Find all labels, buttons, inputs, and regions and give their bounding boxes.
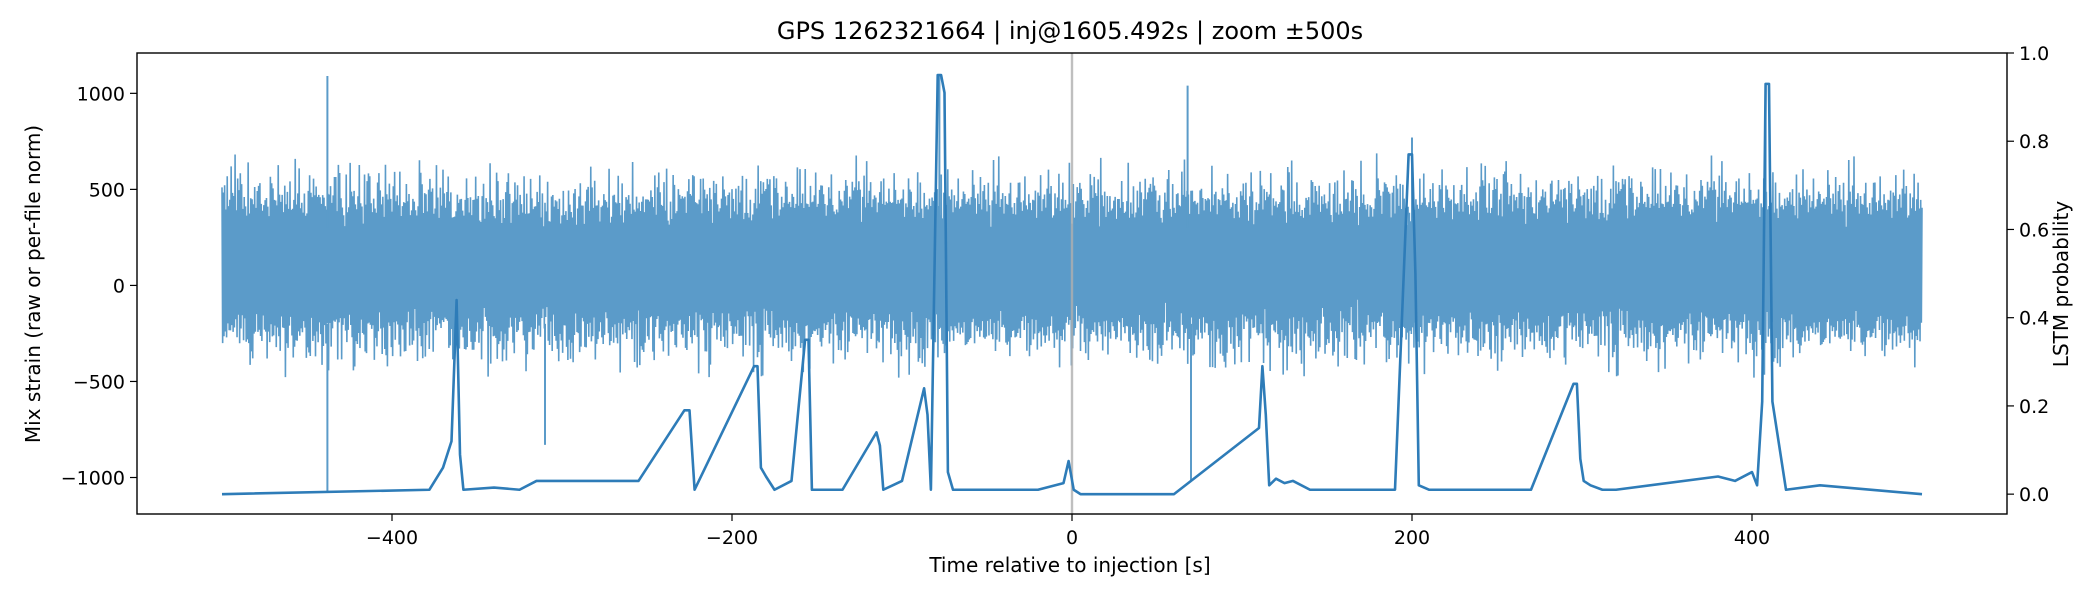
x-axis-ticks: −400 −200 0 200 400 [366,514,1770,549]
chart-title: GPS 1262321664 | inj@1605.492s | zoom ±5… [777,17,1363,45]
y-right-tick-label: 0.0 [2019,484,2049,506]
y-right-tick-label: 1.0 [2019,43,2049,65]
y-left-axis-label: Mix strain (raw or per-file norm) [21,125,45,443]
y-right-tick-label: 0.2 [2019,396,2049,418]
y-right-tick-label: 0.6 [2019,219,2049,241]
plot-area [221,53,1923,514]
x-tick-label: 0 [1066,527,1078,549]
y-right-tick-label: 0.8 [2019,131,2049,153]
x-tick-label: 200 [1394,527,1430,549]
y-right-axis-ticks: 0.0 0.2 0.4 0.6 0.8 1.0 [2007,43,2049,506]
y-left-tick-label: 1000 [77,83,125,105]
y-left-tick-label: 0 [113,275,125,297]
x-tick-label: 400 [1734,527,1770,549]
y-left-axis-ticks: −1000 −500 0 500 1000 [61,83,137,490]
y-right-tick-label: 0.4 [2019,308,2049,330]
x-tick-label: −400 [366,527,418,549]
y-left-tick-label: 500 [89,179,125,201]
y-right-axis-label: LSTM probability [2049,201,2073,368]
y-left-tick-label: −1000 [61,468,125,490]
y-left-tick-label: −500 [73,371,125,393]
x-axis-label: Time relative to injection [s] [928,553,1210,577]
x-tick-label: −200 [706,527,758,549]
probability-series [221,73,1923,496]
